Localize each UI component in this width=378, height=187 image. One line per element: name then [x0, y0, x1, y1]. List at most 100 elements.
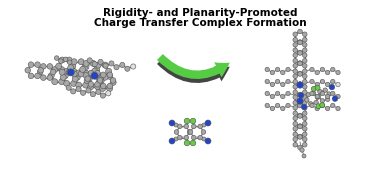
Circle shape	[320, 99, 325, 103]
Circle shape	[331, 67, 335, 72]
Circle shape	[125, 66, 130, 71]
Circle shape	[302, 90, 307, 95]
Circle shape	[316, 95, 321, 99]
Circle shape	[293, 121, 297, 126]
Circle shape	[92, 62, 97, 67]
Circle shape	[325, 106, 330, 111]
Circle shape	[293, 59, 297, 63]
Circle shape	[88, 70, 94, 76]
Circle shape	[270, 70, 274, 75]
Circle shape	[276, 67, 280, 72]
Circle shape	[331, 79, 335, 84]
Circle shape	[329, 84, 335, 90]
Circle shape	[301, 104, 307, 110]
Circle shape	[293, 132, 297, 137]
Circle shape	[293, 37, 297, 42]
Circle shape	[318, 89, 322, 94]
Circle shape	[293, 53, 297, 58]
Circle shape	[331, 91, 335, 96]
Circle shape	[82, 65, 88, 71]
Circle shape	[298, 82, 302, 86]
Circle shape	[336, 106, 340, 111]
Circle shape	[293, 42, 297, 47]
Circle shape	[191, 124, 196, 129]
Circle shape	[177, 135, 182, 140]
Circle shape	[298, 50, 302, 55]
Circle shape	[98, 78, 104, 84]
Circle shape	[302, 137, 307, 142]
Circle shape	[302, 63, 307, 68]
Circle shape	[298, 40, 302, 45]
Circle shape	[310, 67, 314, 72]
Circle shape	[94, 72, 101, 78]
Circle shape	[302, 85, 307, 89]
Circle shape	[265, 103, 270, 108]
Circle shape	[28, 62, 34, 68]
Circle shape	[302, 142, 307, 147]
Circle shape	[302, 79, 307, 84]
Circle shape	[302, 59, 307, 63]
Circle shape	[90, 73, 96, 79]
Circle shape	[191, 135, 196, 140]
Circle shape	[50, 69, 56, 75]
Circle shape	[107, 72, 113, 78]
Circle shape	[100, 93, 105, 98]
Circle shape	[198, 135, 203, 140]
Circle shape	[310, 79, 314, 84]
Circle shape	[270, 94, 274, 99]
Circle shape	[286, 91, 290, 96]
Circle shape	[71, 59, 77, 65]
Circle shape	[293, 95, 297, 99]
Circle shape	[298, 93, 304, 98]
Circle shape	[101, 83, 106, 89]
Circle shape	[72, 76, 78, 82]
Circle shape	[81, 90, 86, 95]
Circle shape	[320, 103, 325, 108]
Circle shape	[59, 67, 65, 73]
Circle shape	[302, 74, 307, 79]
Circle shape	[293, 105, 297, 110]
Circle shape	[102, 62, 108, 68]
Circle shape	[332, 96, 338, 102]
Circle shape	[95, 74, 101, 80]
Circle shape	[71, 89, 76, 94]
Circle shape	[86, 76, 92, 82]
Circle shape	[59, 57, 65, 63]
Circle shape	[265, 67, 270, 72]
Circle shape	[336, 82, 340, 87]
Circle shape	[302, 69, 307, 73]
Circle shape	[78, 71, 84, 77]
Circle shape	[293, 74, 297, 79]
Circle shape	[184, 140, 190, 146]
Circle shape	[91, 72, 98, 79]
Circle shape	[62, 73, 68, 79]
Circle shape	[184, 124, 189, 129]
Circle shape	[90, 60, 96, 66]
Circle shape	[47, 75, 53, 80]
Circle shape	[293, 63, 297, 68]
Circle shape	[188, 130, 193, 134]
Circle shape	[298, 61, 302, 66]
Circle shape	[96, 79, 102, 85]
Circle shape	[67, 69, 74, 76]
Circle shape	[66, 85, 71, 90]
Circle shape	[47, 64, 53, 69]
Circle shape	[88, 82, 94, 87]
Circle shape	[325, 94, 330, 99]
Circle shape	[298, 72, 302, 76]
Circle shape	[35, 73, 40, 79]
Circle shape	[297, 82, 303, 88]
Circle shape	[86, 88, 91, 93]
Circle shape	[327, 92, 331, 96]
Circle shape	[48, 73, 54, 79]
Circle shape	[110, 79, 116, 85]
Circle shape	[59, 69, 65, 75]
Circle shape	[94, 70, 100, 76]
Circle shape	[83, 70, 89, 76]
Circle shape	[297, 98, 303, 104]
Circle shape	[298, 92, 302, 97]
Circle shape	[310, 91, 314, 96]
FancyArrowPatch shape	[157, 58, 230, 83]
Circle shape	[306, 92, 310, 97]
Circle shape	[59, 79, 65, 85]
